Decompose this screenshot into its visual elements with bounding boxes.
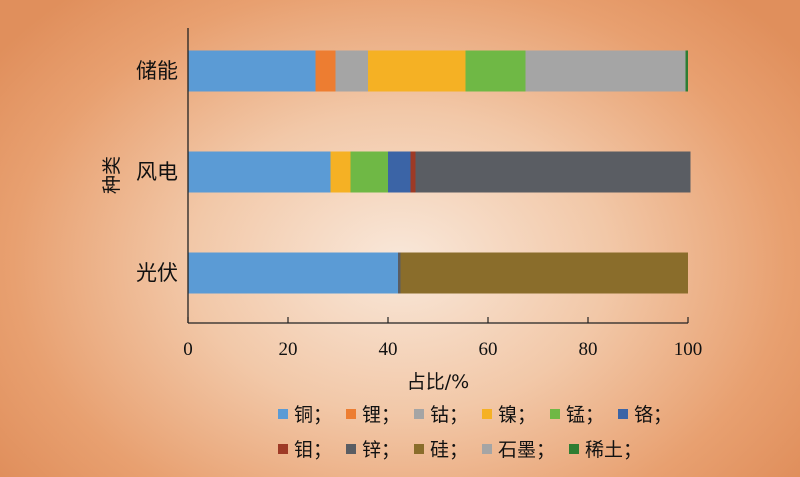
legend-label-2: 钴； (430, 404, 468, 426)
bar-segment-2-7 (398, 252, 401, 294)
legend-label-5: 铬； (634, 404, 672, 426)
bars-group (188, 50, 691, 294)
legend-swatch-5 (618, 409, 628, 419)
category-label-0: 储能 (136, 59, 178, 83)
legend-label-9: 石墨； (498, 439, 555, 461)
x-tick-label-0: 0 (183, 339, 193, 360)
bar-segment-0-1 (315, 50, 336, 92)
legend-swatch-9 (482, 444, 492, 454)
category-label-1: 风电 (136, 160, 178, 184)
bar-segment-1-7 (415, 151, 691, 193)
x-tick-label-3: 60 (479, 339, 498, 360)
legend-label-1: 锂； (362, 404, 400, 426)
x-ticks-group: 0 20 40 60 80 100 (183, 317, 702, 360)
legend-swatch-7 (346, 444, 356, 454)
bar-segment-1-3 (330, 151, 351, 193)
legend-swatch-8 (414, 444, 424, 454)
bar-segment-0-2 (335, 50, 368, 92)
legend-swatch-6 (278, 444, 288, 454)
legend-label-10: 稀土； (585, 439, 642, 461)
legend-swatch-3 (482, 409, 492, 419)
legend-label-7: 锌； (362, 439, 400, 461)
x-tick-label-1: 20 (279, 339, 298, 360)
legend-label-3: 镍； (498, 404, 536, 426)
bar-segment-1-0 (188, 151, 331, 193)
legend-swatch-0 (278, 409, 288, 419)
legend-swatch-1 (346, 409, 356, 419)
legend-label-6: 钼； (294, 439, 332, 461)
bar-segment-1-6 (410, 151, 416, 193)
legend-swatch-10 (569, 444, 579, 454)
x-axis-title: 占比/% (407, 371, 469, 393)
bar-segment-0-4 (465, 50, 526, 92)
bar-segment-0-0 (188, 50, 316, 92)
legend: 铜； 锂； 钴； 镍； 锰； 铬； 钼； 锌； 硅； 石墨； 稀土； (278, 404, 672, 461)
bar-segment-1-5 (388, 151, 411, 193)
bar-segment-0-3 (368, 50, 466, 92)
bar-segment-2-0 (188, 252, 398, 294)
x-tick-label-2: 40 (379, 339, 398, 360)
x-tick-label-4: 80 (579, 339, 598, 360)
legend-label-4: 锰； (566, 404, 604, 426)
bar-segment-0-9 (525, 50, 686, 92)
legend-swatch-4 (550, 409, 560, 419)
legend-swatch-2 (414, 409, 424, 419)
bar-segment-0-10 (685, 50, 688, 92)
x-tick-label-5: 100 (674, 339, 703, 360)
category-label-2: 光伏 (136, 261, 178, 285)
legend-label-8: 硅； (430, 439, 468, 461)
y-axis-title: 种类 (101, 156, 123, 194)
legend-label-0: 铜； (294, 404, 332, 426)
bar-segment-2-8 (400, 252, 688, 294)
bar-segment-1-4 (350, 151, 388, 193)
